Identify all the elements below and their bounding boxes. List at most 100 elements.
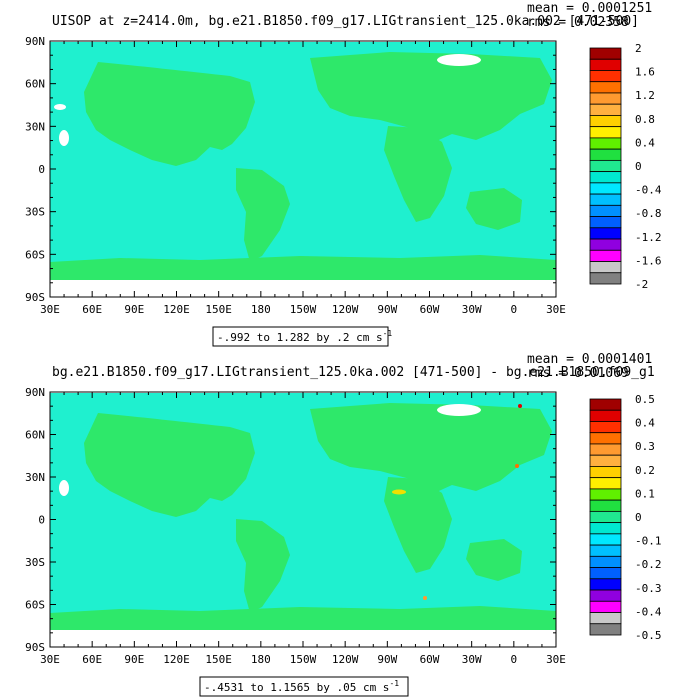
colorbar-swatch [589,578,622,591]
x-tick-label: 30W [462,653,482,666]
y-tick-label: 60S [25,248,45,261]
y-tick-label: 30S [25,556,45,569]
colorbar-swatch [589,432,622,445]
colorbar-swatch [589,443,622,456]
x-tick-label: 180 [251,303,271,316]
x-tick-label: 90E [124,653,144,666]
colorbar-swatch [589,477,622,490]
x-tick-label: 120E [163,653,190,666]
colorbar-label: 0.3 [635,440,655,453]
panel-bottom-land-north-america [84,413,255,517]
panel-top-y-ticks: 90N 60N 30N 0 30S 60S 90S [25,35,556,304]
panel-bottom-plot-area: 30E 60E 90E 120E 150E 180 150W 120W 90W 60W 30W 0 30… [25,386,566,666]
colorbar-swatch [589,261,622,274]
panel-bottom-title: bg.e21.B1850.f09_g17.LIGtransient_125.0k… [52,365,655,380]
panel-bottom-land-africa [384,477,452,573]
panel-bottom-mean-label: mean = 0.0001401 [527,352,652,367]
panel-bottom-land-south-america [236,519,290,613]
panel-top-land-eurasia [310,52,552,144]
colorbar-label: 0 [635,511,642,524]
panel-bottom-x-ticks: 30E 60E 90E 120E 150E 180 150W 120W 90W 60W 30W 0 30… [40,392,566,666]
x-tick-label: 150E [205,303,232,316]
y-tick-label: 30N [25,120,45,133]
colorbar-swatch [589,533,622,546]
x-tick-label: 150W [290,303,317,316]
panel-top: UISOP at z=2414.0m, bg.e21.B1850.f09_g17… [25,1,662,347]
colorbar-swatch [589,466,622,479]
y-tick-label: 60N [25,78,45,91]
panel-top-range-frame [212,326,389,347]
y-tick-label: 90S [25,291,45,304]
panel-bottom-range-box: -.4531 to 1.1565 by .05 cm s-1 [199,676,409,697]
colorbar-swatch [589,171,622,184]
x-tick-label: 120E [163,303,190,316]
colorbar-swatch [589,409,622,422]
panel-top-land-mask [50,52,556,280]
colorbar-swatch [589,398,622,411]
panel-top-land-north-america [84,62,255,166]
colorbar-label: -0.8 [635,207,662,220]
anomaly-dot-yellow [392,489,406,495]
panel-bottom-land-antarctica [50,606,556,630]
colorbar-label: 0.2 [635,464,655,477]
colorbar-swatch [589,81,622,94]
colorbar-label: 0 [635,160,642,173]
colorbar-swatch [589,216,622,229]
colorbar-label: 0.5 [635,393,655,406]
y-tick-label: 90N [25,386,45,399]
colorbar-label: -2 [635,278,648,291]
panel-top-rms-label: rms = 0.02358 [527,15,629,30]
y-tick-label: 0 [38,514,45,527]
colorbar-swatch [589,623,622,636]
colorbar-swatch [589,522,622,535]
colorbar-swatch [589,454,622,467]
x-tick-label: 30E [40,303,60,316]
colorbar-swatch [589,182,622,195]
colorbar-swatch [589,193,622,206]
colorbar-swatch [589,115,622,128]
x-tick-label: 0 [511,303,518,316]
y-tick-label: 60S [25,599,45,612]
x-tick-label: 60E [82,303,102,316]
x-tick-label: 90E [124,303,144,316]
colorbar-label: 0.1 [635,487,655,500]
panel-bottom-anomaly-dots [392,404,522,600]
anomaly-dot-red [518,404,522,408]
colorbar-swatch [589,204,622,217]
panel-top-colorbar: 2 1.6 1.2 0.8 0.4 0 -0.4 -0.8 -1.2 -1.6 -2 [589,42,662,291]
panel-top-range-sup: -1 [383,329,393,338]
colorbar-label: -0.5 [635,629,662,642]
colorbar-swatch [589,510,622,524]
x-tick-label: 30E [546,303,566,316]
colorbar-swatch [589,126,622,139]
x-tick-label: 180 [251,653,271,666]
x-tick-label: 30E [546,653,566,666]
colorbar-swatch [589,272,622,285]
colorbar-swatch [589,92,622,105]
colorbar-swatch [589,612,622,625]
colorbar-swatch [589,47,622,60]
panel-top-greenland-blank [437,54,481,66]
colorbar-label: -0.1 [635,535,662,548]
colorbar-label: -0.4 [635,184,662,197]
colorbar-swatch [589,70,622,83]
colorbar-swatch [589,159,622,173]
panel-top-hudson-blank [54,104,66,110]
panel-bottom-blank-spot [59,480,69,496]
panel-top-land-south-america [236,168,290,262]
y-tick-label: 30S [25,206,45,219]
colorbar-swatch [589,600,622,613]
y-tick-label: 30N [25,471,45,484]
y-tick-label: 60N [25,429,45,442]
colorbar-swatch [589,544,622,557]
colorbar-label: 1.2 [635,89,655,102]
colorbar-label: 2 [635,42,642,55]
colorbar-swatch [589,488,622,501]
panel-top-land-antarctica [50,255,556,280]
colorbar-swatch [589,227,622,240]
y-tick-label: 0 [38,163,45,176]
colorbar-label: -1.2 [635,231,662,244]
panel-bottom-range-label: -.4531 to 1.1565 by .05 cm s-1 [204,679,399,694]
panel-top-title: UISOP at z=2414.0m, bg.e21.B1850.f09_g17… [52,14,639,29]
